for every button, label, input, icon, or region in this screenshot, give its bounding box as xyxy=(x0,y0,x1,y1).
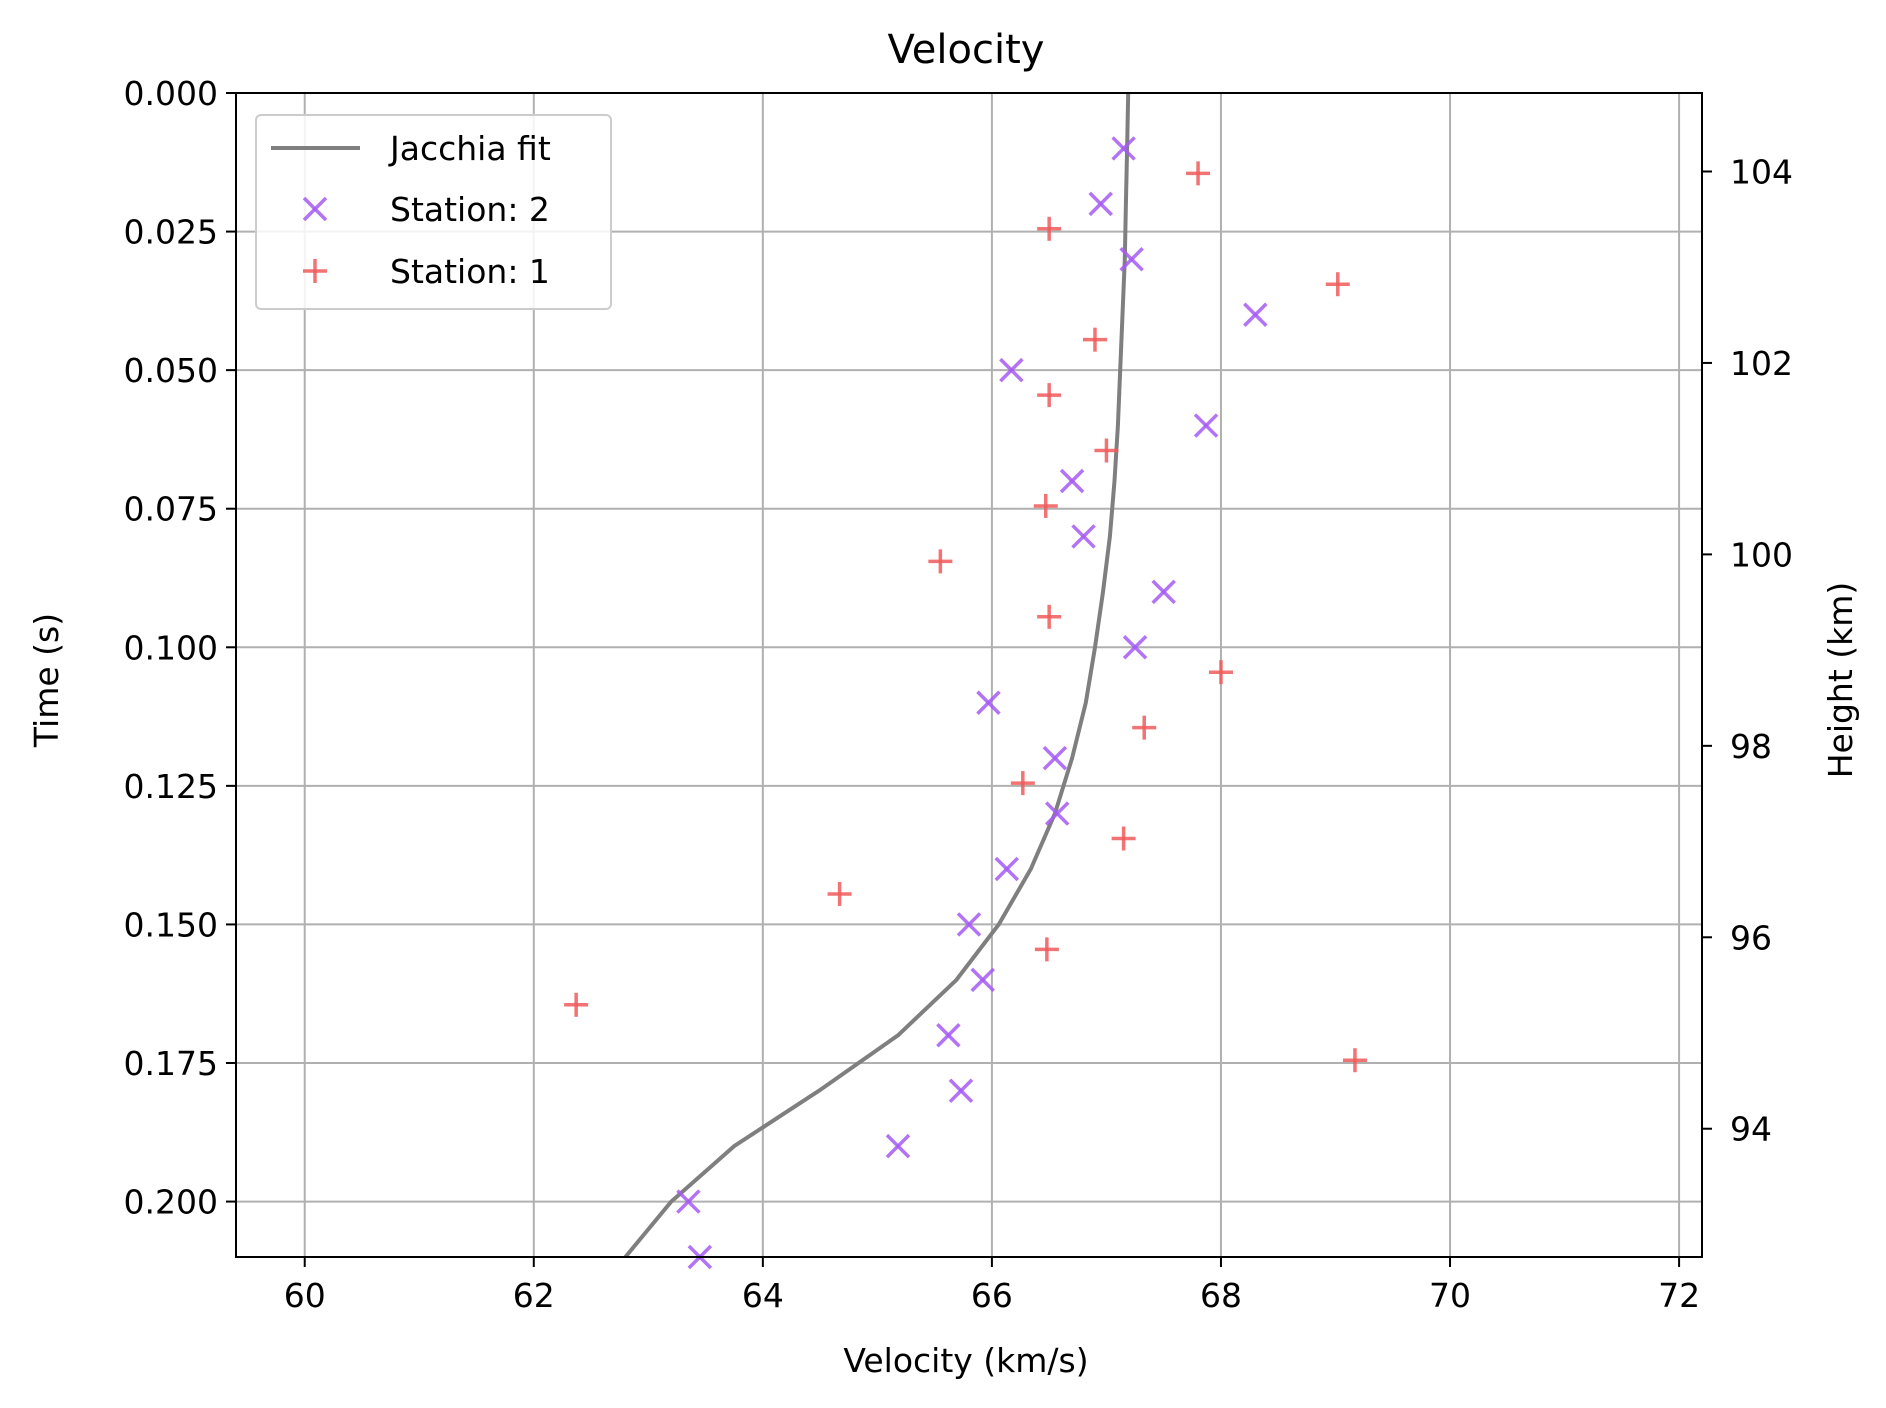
legend: Jacchia fit Station: 2 Station: 1 xyxy=(255,114,612,310)
station-1-point xyxy=(1208,660,1233,685)
y2-tick-label: 102 xyxy=(1730,344,1793,383)
y-tick-label: 0.000 xyxy=(124,74,218,113)
y-tick-label: 0.025 xyxy=(124,213,218,252)
legend-label-station1: Station: 1 xyxy=(390,252,550,291)
legend-station1-marker xyxy=(303,259,327,283)
y-tick-label: 0.200 xyxy=(124,1183,218,1222)
station-1-point xyxy=(1342,1048,1367,1073)
x-tick-label: 62 xyxy=(513,1276,555,1315)
station-2-point xyxy=(948,1078,974,1103)
station-2-point xyxy=(1243,302,1268,327)
x-tick-label: 64 xyxy=(742,1276,784,1315)
station-2-point xyxy=(1088,191,1113,217)
y-axis-right: 104 102 100 98 96 94 xyxy=(1702,152,1793,1149)
station-1-point xyxy=(1111,826,1136,851)
x-tick-label: 72 xyxy=(1658,1276,1700,1315)
legend-label-jacchia: Jacchia fit xyxy=(388,129,551,168)
station-1-point xyxy=(928,549,953,574)
station-1-point xyxy=(1186,161,1211,186)
y-tick-label: 0.175 xyxy=(124,1044,218,1083)
x-tick-label: 60 xyxy=(284,1276,326,1315)
station-2-point xyxy=(885,1133,911,1159)
y2-tick-label: 98 xyxy=(1730,727,1772,766)
station-2-point xyxy=(956,912,982,937)
station-2-point xyxy=(1122,635,1148,660)
x-tick-label: 66 xyxy=(971,1276,1013,1315)
station-2-point xyxy=(1119,247,1144,272)
station-2-point xyxy=(676,1189,701,1214)
chart-title: Velocity xyxy=(888,27,1045,73)
station-1-point xyxy=(1082,327,1107,352)
station-2-point xyxy=(994,856,1020,882)
y2-tick-label: 104 xyxy=(1730,152,1793,191)
plot-frame xyxy=(235,92,1703,1258)
station-1-point xyxy=(1033,493,1058,518)
station-markers-layer xyxy=(564,136,1367,1270)
station-1-point xyxy=(1010,771,1035,796)
jacchia-fit-layer xyxy=(623,93,1131,1257)
station-2-point xyxy=(1059,468,1085,494)
station-1-point xyxy=(1037,383,1062,408)
station-1-point xyxy=(1037,604,1062,629)
station-2-point xyxy=(1044,801,1070,826)
jacchia-fit-line xyxy=(623,93,1131,1257)
station-1-point xyxy=(1037,216,1062,241)
y-tick-label: 0.100 xyxy=(124,628,218,667)
station-2-point xyxy=(999,357,1024,383)
station-1-point xyxy=(1034,937,1059,962)
station-1-point xyxy=(1325,272,1350,297)
station-2-point xyxy=(1193,413,1219,438)
station-2-point xyxy=(970,967,995,993)
y2-tick-label: 94 xyxy=(1730,1110,1772,1149)
x-axis-title: Velocity (km/s) xyxy=(843,1341,1088,1380)
y-tick-label: 0.125 xyxy=(124,767,218,806)
station-2-point xyxy=(1111,136,1136,161)
station-2-point xyxy=(1071,524,1096,549)
station-2-point xyxy=(976,690,1001,715)
legend-station2-marker xyxy=(302,196,328,222)
station-2-point xyxy=(936,1023,961,1048)
station-2-point xyxy=(1151,579,1176,605)
legend-label-station2: Station: 2 xyxy=(390,190,550,229)
y-tick-label: 0.050 xyxy=(124,351,218,390)
y-tick-label: 0.150 xyxy=(124,905,218,944)
y2-axis-title: Height (km) xyxy=(1821,582,1860,779)
x-tick-label: 68 xyxy=(1200,1276,1242,1315)
y2-tick-label: 96 xyxy=(1730,918,1772,957)
y-axis-title: Time (s) xyxy=(27,613,66,748)
station-2-point xyxy=(1042,745,1068,771)
x-tick-label: 70 xyxy=(1429,1276,1471,1315)
y2-tick-label: 100 xyxy=(1730,535,1793,574)
y-tick-label: 0.075 xyxy=(124,490,218,529)
x-axis: 60 62 64 66 68 70 72 xyxy=(284,1257,1700,1315)
legend-box xyxy=(255,114,612,310)
y-axis-left: 0.000 0.025 0.050 0.075 0.100 0.125 0.150 0.175… xyxy=(124,74,236,1222)
station-1-point xyxy=(1132,715,1157,740)
station-1-point xyxy=(1094,438,1119,463)
station-1-point xyxy=(827,881,852,906)
station-1-point xyxy=(564,992,589,1017)
